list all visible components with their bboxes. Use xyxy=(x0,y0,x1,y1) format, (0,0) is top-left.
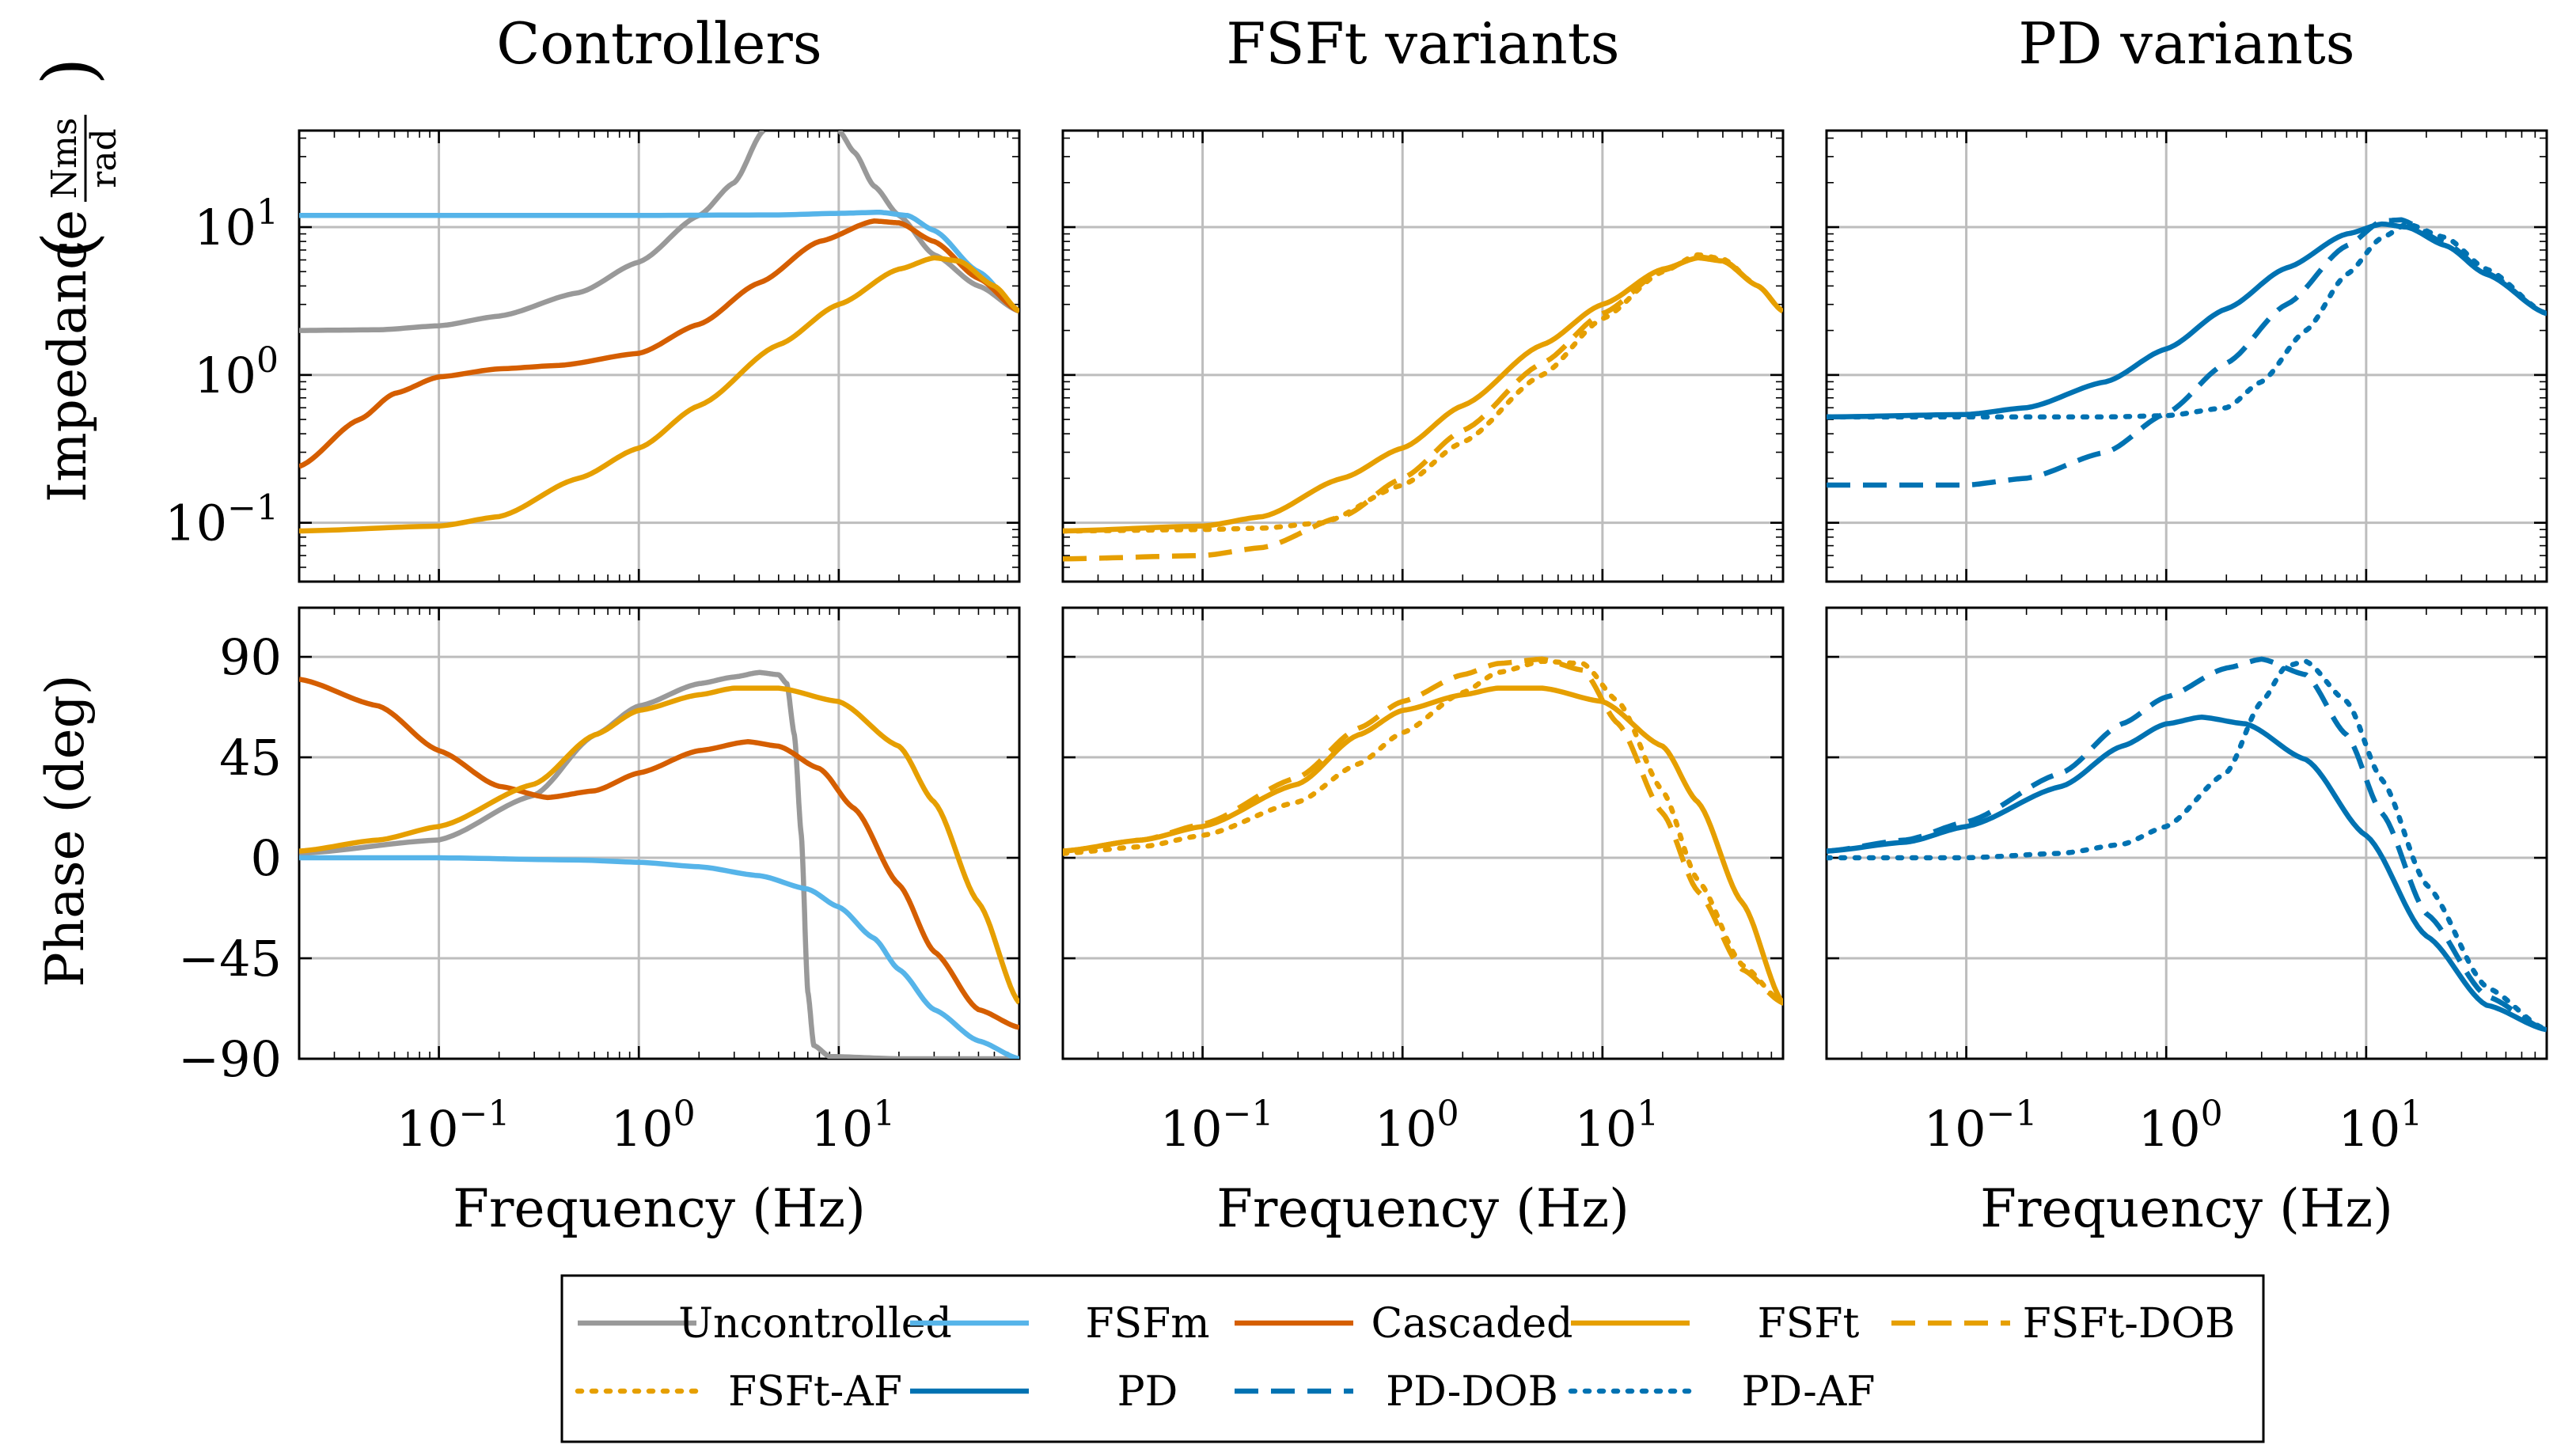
series-fsft-dob-phase xyxy=(1063,656,1783,1006)
column-title-fsft-variants: FSFt variants xyxy=(1226,10,1619,77)
y-tick-label-phase: 45 xyxy=(219,729,282,787)
x-tick-label: 10−1 xyxy=(1160,1094,1274,1158)
legend-label: Cascaded xyxy=(1371,1300,1573,1348)
impedance-unit: ( Nms rad ) xyxy=(28,57,124,259)
legend-item-fsfm: FSFm xyxy=(910,1300,1210,1348)
legend: Uncontrolled FSFm Cascaded FSFt FSFt-DOB FSFt… xyxy=(560,1274,2265,1443)
panel-frame xyxy=(1825,606,2548,1060)
panel-frame xyxy=(298,129,1021,583)
y-tick-label-phase: 90 xyxy=(219,628,282,686)
series-cascaded-phase xyxy=(299,677,1019,1030)
column-title-controllers: Controllers xyxy=(496,10,822,77)
y-tick-label-phase: 0 xyxy=(251,829,282,887)
legend-frame xyxy=(560,1274,2265,1443)
y-tick-label-phase: −90 xyxy=(178,1030,282,1088)
svg-text:Impedance: Impedance xyxy=(37,210,98,502)
x-tick-label: 10−1 xyxy=(396,1094,510,1158)
x-axis-label-controllers: Frequency (Hz) xyxy=(453,1178,866,1239)
series-fsft-dob-impedance xyxy=(1063,254,1783,562)
series-pd-impedance xyxy=(1827,221,2547,420)
legend-label: PD-AF xyxy=(1742,1368,1876,1416)
legend-label: PD-DOB xyxy=(1386,1368,1558,1416)
unit-denominator: rad xyxy=(84,128,124,188)
phase-axis-label: Phase (deg) xyxy=(35,674,96,987)
legend-item-uncontrolled: Uncontrolled xyxy=(578,1300,952,1348)
x-tick-label: 100 xyxy=(2138,1094,2223,1158)
series-fsft-af-phase xyxy=(1063,658,1783,1006)
series-fsfm-phase xyxy=(299,855,1019,1059)
unit-paren-close: ) xyxy=(28,57,111,85)
series-fsft-af-impedance xyxy=(1063,252,1783,534)
x-axis-label-pd: Frequency (Hz) xyxy=(1980,1178,2393,1239)
panel-fsft-phase xyxy=(1061,606,1785,1060)
x-tick-label: 100 xyxy=(611,1094,696,1158)
impedance-axis-label: Impedance ( Nms rad ) xyxy=(28,57,124,502)
series-pd-af-impedance xyxy=(1827,221,2547,420)
panels: 10−1 100 101 10−1 100 101 10−1 100 101 101 100 10−1… xyxy=(165,129,2548,1158)
series-pd-af-phase xyxy=(1827,658,2547,1033)
x-tick-label: 100 xyxy=(1375,1094,1459,1158)
x-axis-label-fsft: Frequency (Hz) xyxy=(1216,1178,1629,1239)
legend-item-pd-af: PD-AF xyxy=(1568,1368,1876,1416)
series-pd-dob-phase xyxy=(1827,656,2547,1033)
legend-label: FSFt-AF xyxy=(728,1368,902,1416)
panel-frame xyxy=(298,606,1021,1060)
series-fsft-impedance xyxy=(299,255,1019,534)
series-pd-phase xyxy=(1827,715,2547,1033)
legend-label: PD xyxy=(1117,1368,1178,1416)
panel-fsft-impedance xyxy=(1061,129,1785,583)
column-title-pd-variants: PD variants xyxy=(2018,10,2354,77)
impedance-label-text: Impedance xyxy=(37,210,98,502)
legend-label: FSFt-DOB xyxy=(2023,1300,2236,1348)
legend-item-fsft: FSFt xyxy=(1571,1300,1859,1348)
legend-item-pd-dob: PD-DOB xyxy=(1235,1368,1558,1416)
series-uncontrolled-impedance xyxy=(299,131,765,333)
legend-item-fsft-dob: FSFt-DOB xyxy=(1891,1300,2235,1348)
x-tick-label: 101 xyxy=(2338,1094,2422,1158)
series-pd-dob-impedance xyxy=(1827,217,2547,488)
y-tick-label-impedance: 100 xyxy=(194,340,279,404)
panel-frame xyxy=(1825,129,2548,583)
series-fsfm-impedance xyxy=(299,210,1019,314)
panel-pd-impedance xyxy=(1825,129,2548,583)
legend-label: FSFt xyxy=(1758,1300,1860,1348)
series-fsft-phase xyxy=(1063,685,1783,1005)
legend-label: FSFm xyxy=(1085,1300,1209,1348)
y-tick-label-impedance: 101 xyxy=(194,192,279,256)
unit-numerator: Nms xyxy=(44,118,85,199)
panel-frame xyxy=(1061,606,1785,1060)
x-tick-label: 101 xyxy=(1574,1094,1659,1158)
series-fsft-impedance xyxy=(1063,255,1783,534)
legend-item-pd: PD xyxy=(910,1368,1178,1416)
series-fsft-phase xyxy=(299,685,1019,1005)
x-tick-label: 101 xyxy=(810,1094,895,1158)
unit-paren-open: ( xyxy=(28,231,111,259)
panel-frame xyxy=(1061,129,1785,583)
legend-item-fsft-af: FSFt-AF xyxy=(575,1368,902,1416)
panel-controllers-impedance xyxy=(298,129,1021,583)
x-tick-label: 10−1 xyxy=(1924,1094,2038,1158)
panel-pd-phase xyxy=(1825,606,2548,1060)
legend-label: Uncontrolled xyxy=(678,1300,952,1348)
series-cascaded-impedance xyxy=(299,218,1019,469)
legend-items: Uncontrolled FSFm Cascaded FSFt FSFt-DOB FSFt… xyxy=(575,1300,2235,1416)
legend-item-cascaded: Cascaded xyxy=(1235,1300,1573,1348)
y-tick-label-phase: −45 xyxy=(178,930,282,988)
y-tick-label-impedance: 10−1 xyxy=(165,488,279,552)
